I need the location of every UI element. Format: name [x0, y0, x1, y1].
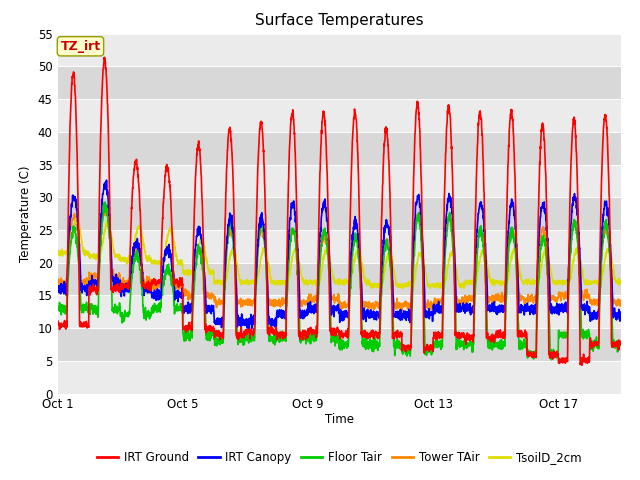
Line: IRT Canopy: IRT Canopy: [58, 180, 621, 329]
Bar: [58, 99, 621, 132]
Tower TAir: [398, 308, 406, 313]
IRT Ground: [617, 341, 625, 347]
IRT Canopy: [109, 273, 116, 279]
IRT Ground: [545, 290, 552, 296]
TsoilD_2cm: [617, 278, 625, 284]
IRT Ground: [54, 322, 61, 328]
Bar: [58, 34, 621, 66]
Title: Surface Temperatures: Surface Temperatures: [255, 13, 424, 28]
TsoilD_2cm: [357, 257, 365, 263]
IRT Ground: [179, 281, 186, 287]
TsoilD_2cm: [545, 252, 552, 258]
Floor Tair: [545, 286, 552, 292]
TsoilD_2cm: [179, 261, 186, 266]
Tower TAir: [617, 300, 625, 305]
IRT Canopy: [259, 216, 266, 222]
IRT Ground: [578, 362, 586, 368]
IRT Canopy: [179, 290, 186, 296]
Floor Tair: [54, 306, 61, 312]
Tower TAir: [357, 276, 365, 281]
Floor Tair: [143, 313, 150, 319]
Bar: [58, 66, 621, 99]
Floor Tair: [101, 199, 109, 205]
Text: TZ_irt: TZ_irt: [60, 40, 100, 53]
Bar: [58, 295, 621, 328]
IRT Canopy: [102, 177, 110, 183]
Floor Tair: [357, 299, 365, 305]
Floor Tair: [109, 308, 116, 314]
Tower TAir: [259, 228, 266, 234]
Tower TAir: [545, 261, 552, 267]
TsoilD_2cm: [72, 216, 80, 221]
IRT Ground: [259, 125, 266, 131]
TsoilD_2cm: [109, 237, 116, 242]
X-axis label: Time: Time: [324, 413, 354, 426]
IRT Ground: [109, 286, 116, 292]
IRT Canopy: [617, 314, 625, 320]
Floor Tair: [259, 215, 266, 221]
Floor Tair: [179, 305, 186, 311]
IRT Ground: [357, 331, 365, 337]
TsoilD_2cm: [54, 251, 61, 257]
Tower TAir: [179, 281, 186, 287]
Floor Tair: [617, 340, 625, 346]
Tower TAir: [109, 272, 116, 277]
IRT Ground: [100, 54, 108, 60]
Tower TAir: [143, 279, 150, 285]
Y-axis label: Temperature (C): Temperature (C): [19, 165, 32, 262]
Line: Tower TAir: Tower TAir: [58, 208, 621, 311]
Tower TAir: [102, 205, 109, 211]
TsoilD_2cm: [259, 250, 266, 256]
Bar: [58, 230, 621, 263]
TsoilD_2cm: [143, 253, 150, 259]
Bar: [58, 361, 621, 394]
Legend: IRT Ground, IRT Canopy, Floor Tair, Tower TAir, TsoilD_2cm: IRT Ground, IRT Canopy, Floor Tair, Towe…: [92, 446, 586, 469]
IRT Canopy: [545, 254, 552, 260]
TsoilD_2cm: [440, 286, 447, 292]
IRT Canopy: [54, 285, 61, 291]
Tower TAir: [54, 279, 61, 285]
Bar: [58, 328, 621, 361]
IRT Canopy: [358, 280, 365, 286]
Bar: [58, 197, 621, 230]
IRT Ground: [143, 281, 150, 287]
Line: Floor Tair: Floor Tair: [58, 202, 621, 360]
IRT Canopy: [143, 286, 150, 292]
Bar: [58, 132, 621, 165]
IRT Canopy: [245, 326, 253, 332]
Line: TsoilD_2cm: TsoilD_2cm: [58, 218, 621, 289]
Line: IRT Ground: IRT Ground: [58, 57, 621, 365]
Bar: [58, 165, 621, 197]
Floor Tair: [548, 357, 556, 363]
Bar: [58, 263, 621, 295]
